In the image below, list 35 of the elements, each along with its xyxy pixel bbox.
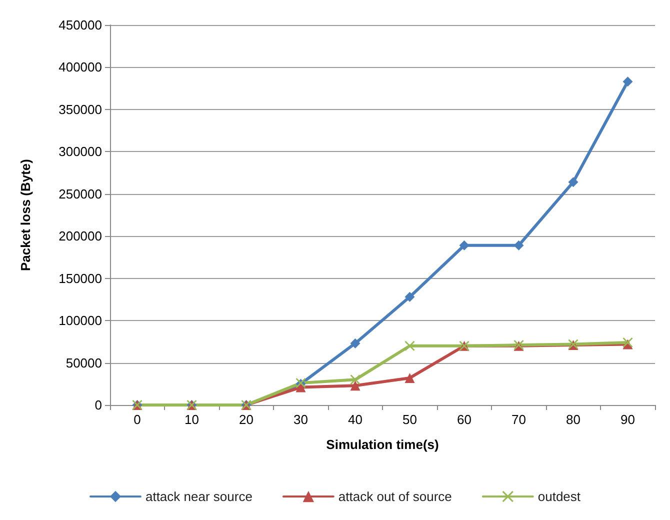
x-tick-label: 80 [566, 412, 580, 427]
x-tick-label: 30 [294, 412, 308, 427]
point [404, 340, 415, 351]
x-axis-title: Simulation time(s) [326, 437, 439, 452]
y-tick-label: 100000 [58, 313, 102, 328]
x-tick-label: 60 [457, 412, 472, 427]
point [350, 338, 360, 348]
legend-label: outdest [538, 489, 581, 504]
y-tick-label: 200000 [58, 228, 102, 244]
y-tick-label: 50000 [66, 355, 102, 370]
point [350, 380, 360, 391]
x-tick-label: 10 [184, 412, 199, 427]
legend-label: attack near source [145, 489, 252, 504]
x-tick-label: 20 [239, 412, 254, 427]
y-tick-label: 400000 [58, 60, 102, 75]
y-tick-label: 450000 [58, 18, 102, 32]
point [622, 76, 633, 87]
y-tick-label: 0 [94, 398, 102, 412]
point [350, 374, 360, 385]
point [568, 177, 578, 188]
y-tick-label: 150000 [58, 270, 102, 286]
y-axis-title: Packet loss (Byte) [18, 159, 33, 271]
y-tick-label: 350000 [58, 102, 102, 117]
x-tick-label: 0 [134, 412, 141, 427]
x-tick-label: 90 [620, 412, 635, 427]
point [514, 240, 524, 250]
point [404, 292, 415, 302]
x-tick-label: 70 [512, 412, 526, 427]
x-tick-label: 50 [402, 412, 417, 427]
x-tick-label: 40 [348, 412, 362, 427]
y-tick-label: 300000 [58, 144, 102, 160]
point [404, 372, 415, 383]
legend-label: attack out of source [338, 489, 452, 504]
point [459, 240, 470, 250]
y-tick-label: 250000 [58, 186, 102, 202]
